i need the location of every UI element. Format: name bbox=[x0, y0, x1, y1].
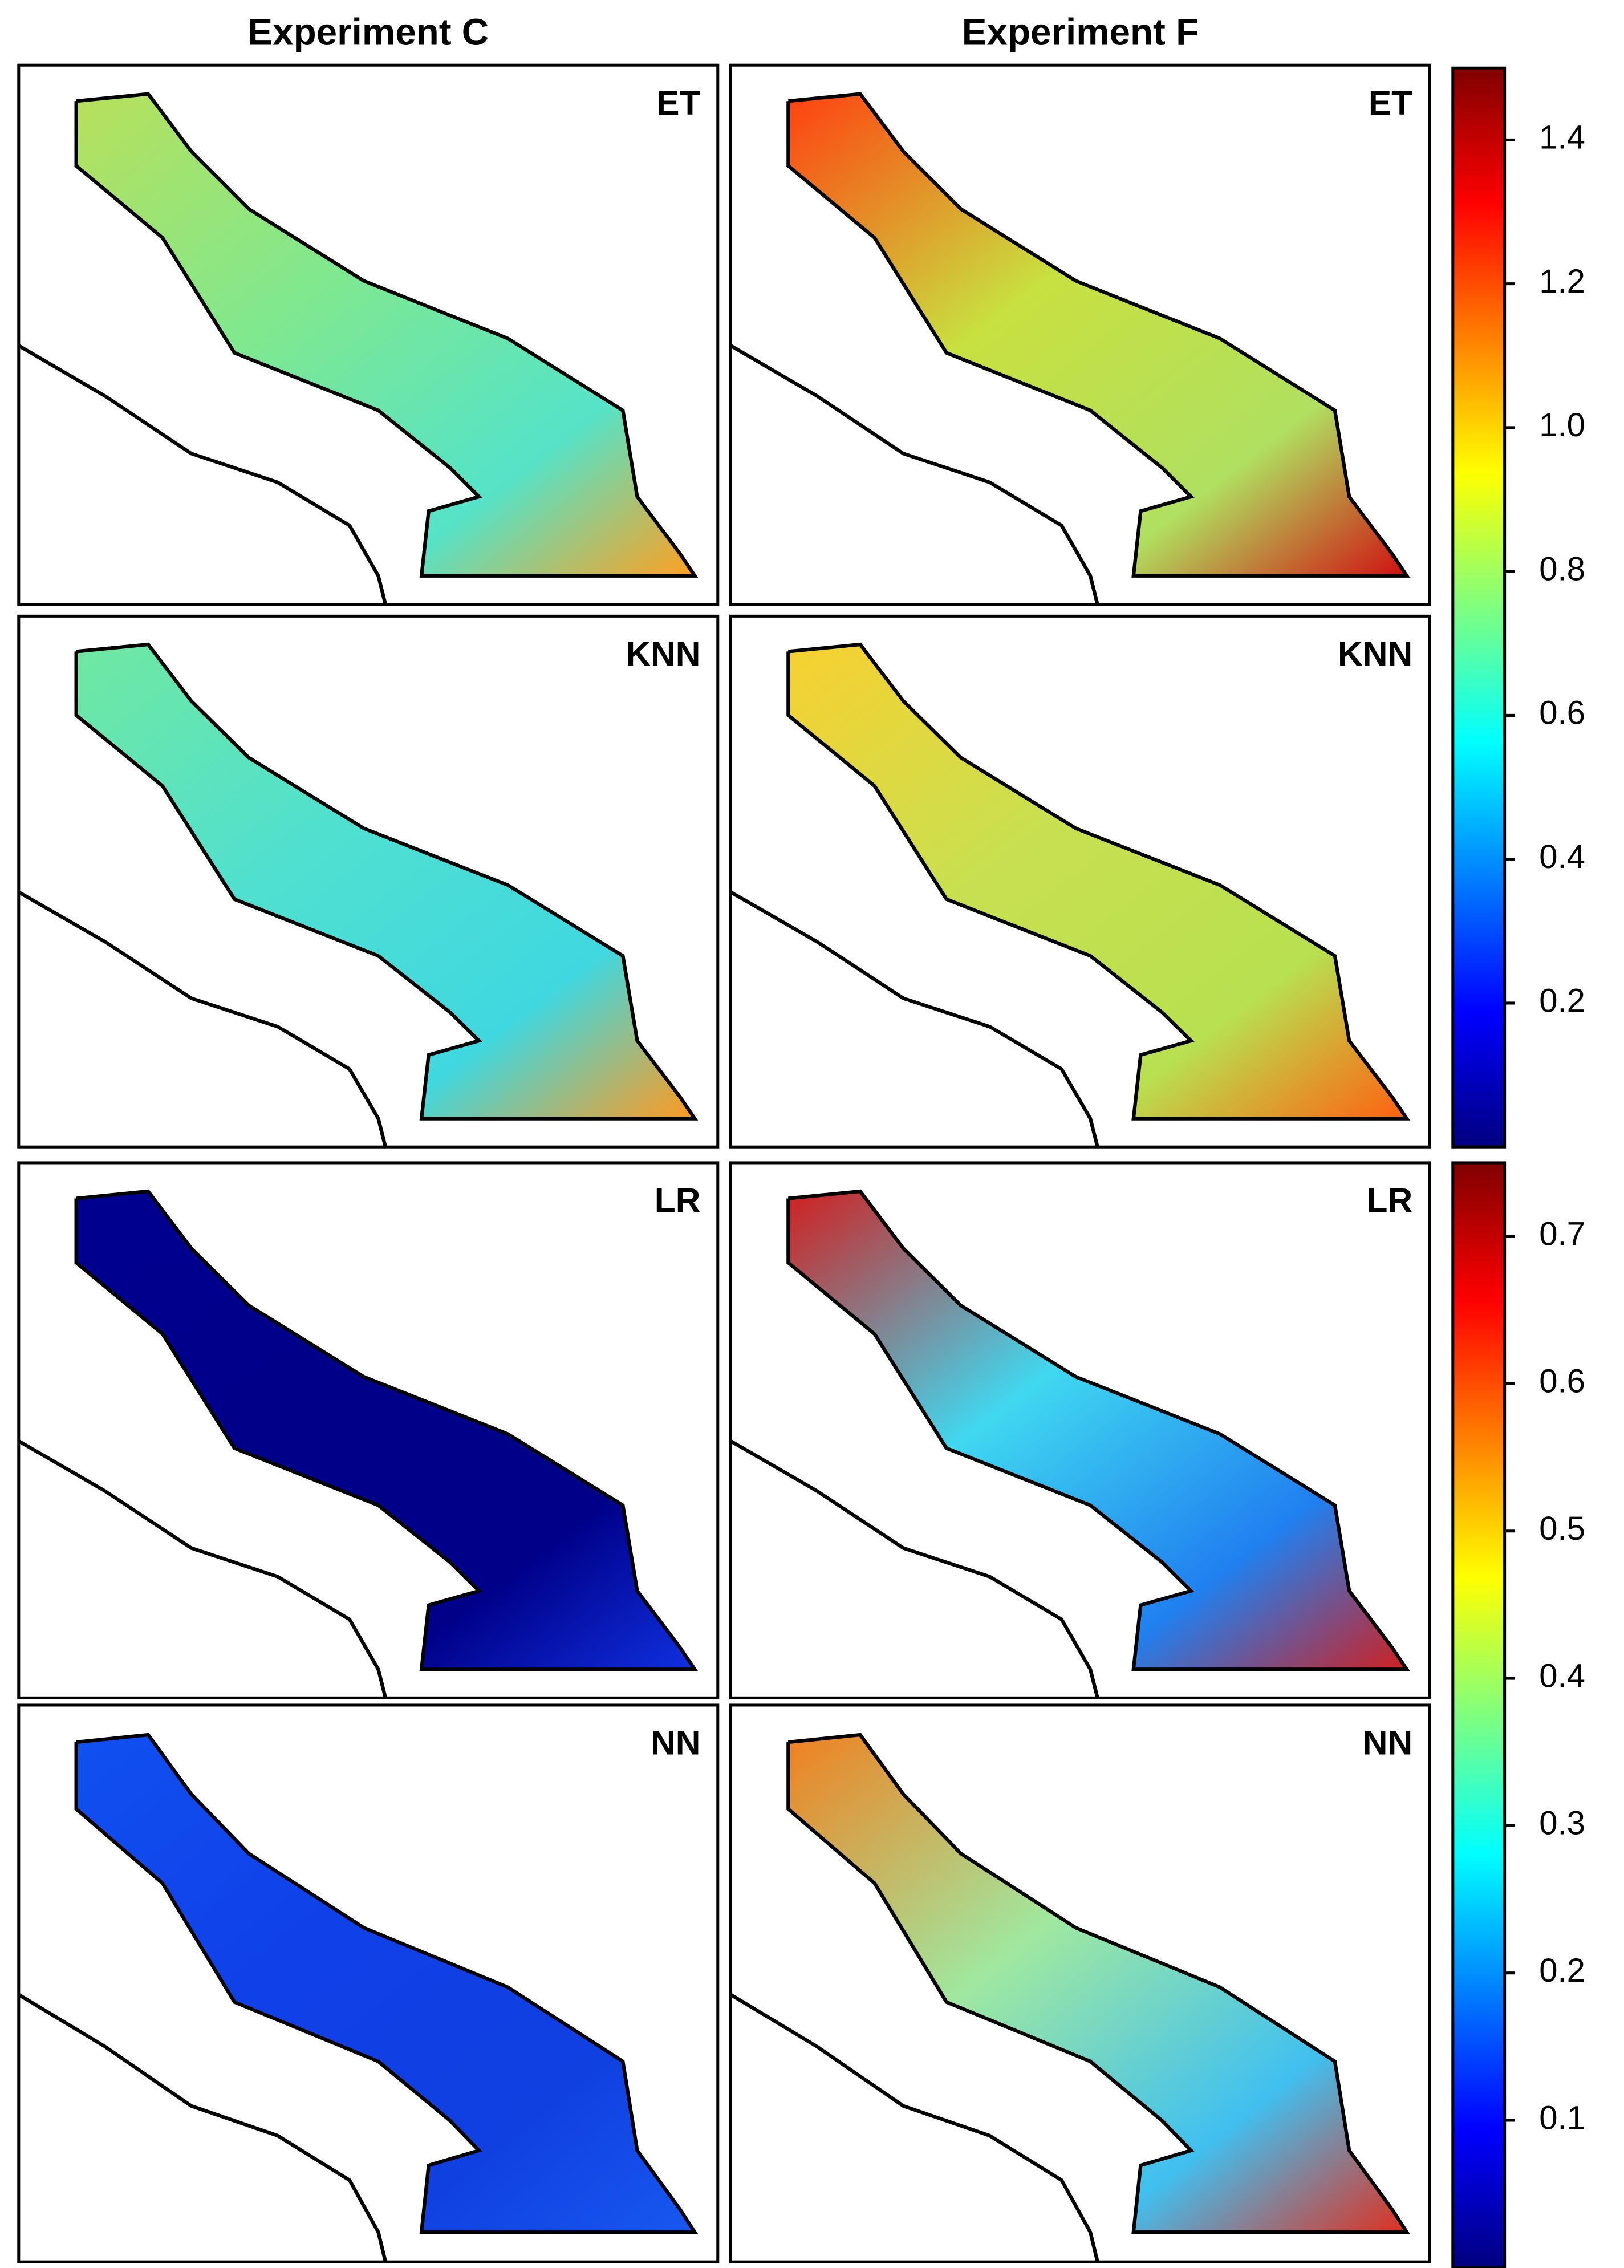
coastline bbox=[786, 642, 1411, 1121]
panel-label: KNN bbox=[1338, 634, 1412, 673]
tick-label: 0.3 bbox=[1539, 1805, 1585, 1842]
field-region bbox=[788, 1191, 1407, 1670]
tick-label: 0.4 bbox=[1539, 1657, 1585, 1694]
field-region bbox=[788, 644, 1407, 1119]
coastline bbox=[74, 1733, 699, 2234]
tick-label: 1.0 bbox=[1539, 407, 1585, 444]
coastline bbox=[729, 344, 1099, 605]
tick-label: 0.1 bbox=[1539, 2099, 1585, 2136]
coastline bbox=[729, 890, 1099, 1147]
coastline bbox=[18, 890, 388, 1147]
field-region bbox=[76, 1735, 695, 2233]
field-region bbox=[788, 94, 1407, 576]
tick-label: 0.5 bbox=[1539, 1510, 1585, 1547]
tick-label: 0.2 bbox=[1539, 982, 1585, 1019]
panel-label: ET bbox=[1369, 83, 1412, 122]
panel-label: ET bbox=[656, 83, 700, 122]
coastline bbox=[74, 1189, 699, 1671]
field-region bbox=[76, 1191, 695, 1670]
colorbar bbox=[1451, 66, 1507, 1149]
coastline bbox=[786, 1189, 1411, 1671]
field-region bbox=[76, 644, 695, 1119]
panel-label: KNN bbox=[626, 634, 700, 673]
coastline bbox=[74, 92, 699, 578]
tick-label: 0.7 bbox=[1539, 1215, 1585, 1252]
column-title: Experiment F bbox=[962, 11, 1199, 53]
coastline bbox=[729, 1439, 1099, 1699]
tick-label: 0.2 bbox=[1539, 1952, 1585, 1989]
tick-label: 1.4 bbox=[1539, 119, 1585, 156]
tick-label: 0.8 bbox=[1539, 550, 1585, 587]
tick-label: 0.4 bbox=[1539, 838, 1585, 875]
panel-label: NN bbox=[651, 1723, 700, 1762]
coastline bbox=[18, 1993, 388, 2262]
coastline bbox=[729, 1993, 1099, 2262]
field-region bbox=[76, 94, 695, 576]
coastline bbox=[786, 92, 1410, 578]
panel-label: LR bbox=[1366, 1181, 1412, 1220]
coastline bbox=[18, 344, 388, 605]
tick-label: 0.6 bbox=[1539, 1363, 1585, 1400]
coastline bbox=[74, 642, 699, 1121]
colorbar bbox=[1451, 1161, 1507, 2268]
coastline bbox=[786, 1733, 1410, 2234]
tick-label: 1.2 bbox=[1539, 263, 1585, 300]
tick-label: 0.6 bbox=[1539, 695, 1585, 732]
coastline bbox=[18, 1439, 388, 1699]
panel-label: NN bbox=[1363, 1723, 1412, 1762]
column-title: Experiment C bbox=[247, 11, 489, 53]
panel-label: LR bbox=[655, 1181, 701, 1220]
field-region bbox=[788, 1735, 1407, 2233]
